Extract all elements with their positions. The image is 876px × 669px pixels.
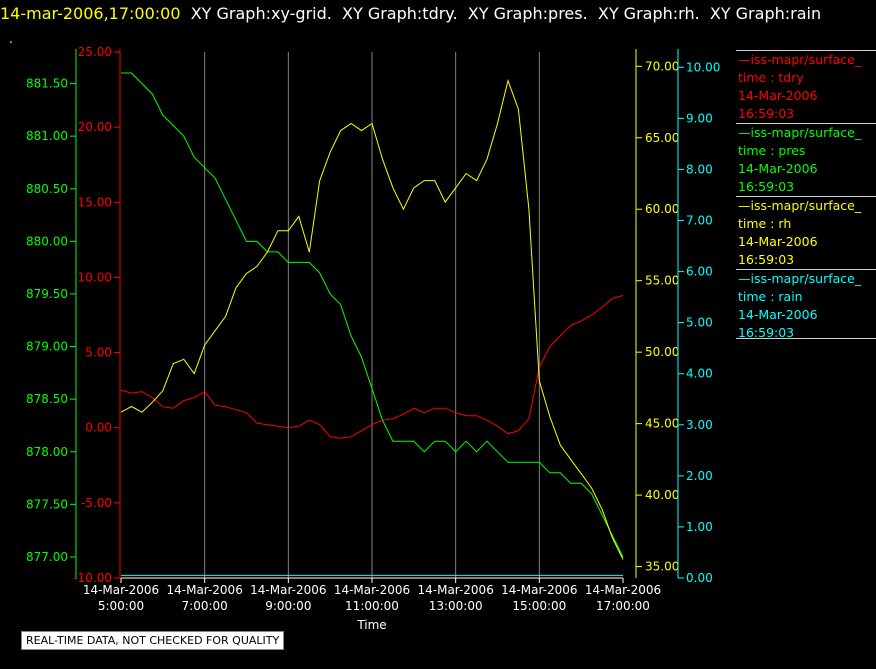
legend-bottom-rule: [736, 338, 876, 339]
title-graph-list: XY Graph:xy-grid. XY Graph:tdry. XY Grap…: [180, 4, 822, 23]
legend-entry-tdry: —iss-mapr/surface_time : tdry 14-Mar-2006…: [736, 50, 876, 123]
x-axis-label: Time: [356, 618, 386, 632]
rain-axis-tick-label: 2.00: [686, 469, 713, 483]
legend-line: —iss-mapr/surface_: [738, 198, 862, 213]
legend-entry-rh: —iss-mapr/surface_time : rh 14-Mar-2006 16…: [736, 196, 876, 269]
x-tick-label-time: 11:00:00: [345, 599, 399, 613]
tdry-axis-tick-label: -5.00: [81, 496, 112, 510]
rh-axis-tick-label: 35.00: [645, 560, 679, 574]
rh-axis-tick-label: 45.00: [645, 417, 679, 431]
x-tick-label-time: 9:00:00: [265, 599, 311, 613]
rain-axis-tick-label: 0.00: [686, 571, 713, 585]
tdry-axis-tick-label: 25.00: [78, 45, 112, 59]
rain-axis-tick-label: 8.00: [686, 162, 713, 176]
x-tick-label-date: 14-Mar-2006: [585, 583, 661, 597]
x-tick-label-date: 14-Mar-2006: [250, 583, 326, 597]
x-tick-label-time: 7:00:00: [182, 599, 228, 613]
pres-axis-tick-label: 877.00: [26, 550, 68, 564]
rain-axis-tick-label: 9.00: [686, 111, 713, 125]
pres-axis-tick-label: 879.00: [26, 340, 68, 354]
rain-axis-tick-label: 1.00: [686, 520, 713, 534]
rain-axis-tick-label: 10.00: [686, 60, 720, 74]
legend-line: 14-Mar-2006: [738, 161, 818, 176]
tdry-axis-tick-label: 5.00: [85, 346, 112, 360]
legend: —iss-mapr/surface_ time : tdry 14-Mar-2006…: [736, 50, 876, 342]
legend-line: 16:59:03: [738, 325, 795, 340]
rh-axis-tick-label: 40.00: [645, 488, 679, 502]
legend-line: 14-Mar-2006: [738, 307, 818, 322]
pres-axis-tick-label: 877.50: [26, 497, 68, 511]
legend-line: time : rh: [738, 216, 792, 231]
legend-line: time : pres: [738, 143, 806, 158]
pres-axis-tick-label: 878.00: [26, 445, 68, 459]
legend-line: time : rain: [738, 289, 803, 304]
legend-line: time : tdry: [738, 70, 804, 85]
pres-axis-tick-label: 880.00: [26, 234, 68, 248]
title-timestamp: 14-mar-2006,17:00:00: [0, 4, 181, 23]
x-tick-label-time: 17:00:00: [596, 599, 650, 613]
legend-entry-pres: —iss-mapr/surface_time : pres 14-Mar-2006…: [736, 123, 876, 196]
rh-axis-tick-label: 55.00: [645, 274, 679, 288]
legend-line: —iss-mapr/surface_: [738, 52, 862, 67]
tdry-axis-tick-label: 0.00: [85, 421, 112, 435]
pres-series-line: [121, 72, 624, 558]
quality-disclaimer: REAL-TIME DATA, NOT CHECKED FOR QUALITY: [21, 631, 285, 650]
rain-axis-tick-label: 5.00: [686, 316, 713, 330]
legend-line: —iss-mapr/surface_: [738, 125, 862, 140]
x-tick-label-date: 14-Mar-2006: [83, 583, 159, 597]
pres-axis-tick-label: 878.50: [26, 392, 68, 406]
legend-line: 16:59:03: [738, 252, 795, 267]
rh-axis-tick-label: 50.00: [645, 345, 679, 359]
x-tick-label-date: 14-Mar-2006: [334, 583, 410, 597]
pres-axis-tick-label: 879.50: [26, 287, 68, 301]
x-tick-label-date: 14-Mar-2006: [501, 583, 577, 597]
legend-line: —iss-mapr/surface_: [738, 271, 862, 286]
tdry-axis-tick-label: -10.00: [73, 571, 112, 585]
x-tick-label-date: 14-Mar-2006: [166, 583, 242, 597]
pres-axis-tick-label: 880.50: [26, 182, 68, 196]
x-tick-label-date: 14-Mar-2006: [417, 583, 493, 597]
rh-series-line: [120, 78, 624, 560]
rh-axis-tick-label: 60.00: [645, 202, 679, 216]
legend-line: 16:59:03: [738, 106, 795, 121]
rain-axis-tick-label: 6.00: [686, 265, 713, 279]
legend-line: 14-Mar-2006: [738, 88, 818, 103]
rh-axis-tick-label: 65.00: [645, 131, 679, 145]
rain-axis-tick-label: 4.00: [686, 367, 713, 381]
rain-axis-tick-label: 3.00: [686, 418, 713, 432]
rain-axis-tick-label: 7.00: [686, 214, 713, 228]
x-tick-label-time: 15:00:00: [512, 599, 566, 613]
x-tick-label-time: 13:00:00: [429, 599, 483, 613]
pres-axis-tick-label: 881.50: [26, 77, 68, 91]
tdry-axis-tick-label: 10.00: [78, 270, 112, 284]
legend-line: 14-Mar-2006: [738, 234, 818, 249]
x-tick-label-time: 5:00:00: [98, 599, 144, 613]
legend-entry-rain: —iss-mapr/surface_time : rain 14-Mar-2006…: [736, 269, 876, 342]
tdry-series-line: [120, 295, 624, 439]
tdry-axis-tick-label: 20.00: [78, 120, 112, 134]
title-bar: 14-mar-2006,17:00:00 XY Graph:xy-grid. X…: [0, 4, 821, 24]
rh-axis-tick-label: 70.00: [645, 59, 679, 73]
legend-line: 16:59:03: [738, 179, 795, 194]
tdry-axis-tick-label: 15.00: [78, 195, 112, 209]
pres-axis-tick-label: 881.00: [26, 129, 68, 143]
marker-dot: .: [9, 32, 13, 46]
